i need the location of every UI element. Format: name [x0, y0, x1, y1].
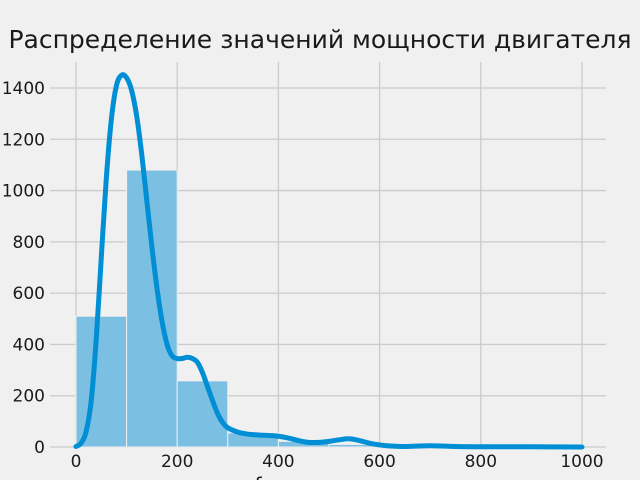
histogram-bar: [75, 315, 128, 448]
density-curve: [73, 72, 585, 450]
x-tick-label: 400: [262, 452, 294, 472]
y-axis-ticks: 0 200 400 600 800 1000 1200 1400: [2, 79, 45, 458]
y-tick-label: 0: [34, 438, 45, 458]
x-tick-label: 1000: [560, 452, 603, 472]
x-axis-label: f: [254, 473, 262, 480]
y-tick-label: 600: [13, 284, 45, 304]
y-tick-label: 1000: [2, 182, 45, 202]
x-tick-label: 0: [71, 452, 82, 472]
histogram-bars: [75, 169, 583, 448]
y-tick-label: 1200: [2, 130, 45, 150]
x-axis-ticks: 0 200 400 600 800 1000: [71, 452, 604, 472]
y-tick-label: 400: [13, 335, 45, 355]
x-tick-label: 600: [363, 452, 395, 472]
x-tick-label: 200: [161, 452, 193, 472]
y-tick-label: 1400: [2, 79, 45, 99]
x-tick-label: 800: [465, 452, 497, 472]
y-tick-label: 800: [13, 233, 45, 253]
kde-line: [73, 72, 585, 450]
y-tick-label: 200: [13, 387, 45, 407]
chart-title: Распределение значений мощности двигател…: [8, 25, 631, 54]
histogram-bar: [126, 169, 178, 448]
